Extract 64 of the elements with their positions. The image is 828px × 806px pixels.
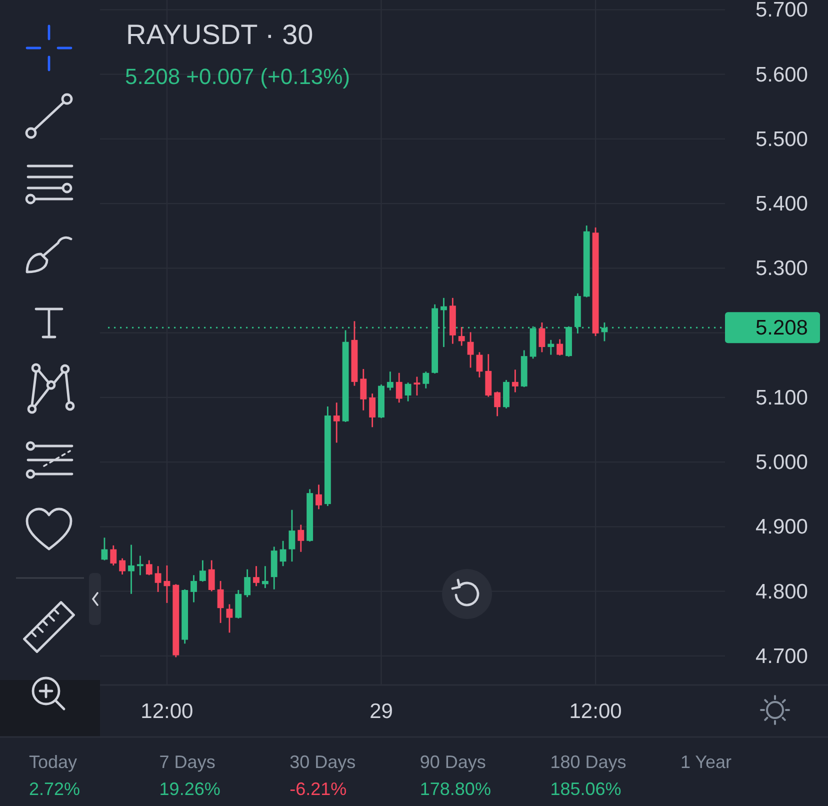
ref-line-label: 5.208: [755, 316, 808, 340]
candlestick: [548, 339, 554, 356]
candlestick: [128, 544, 134, 595]
text: 1 Year: [680, 752, 732, 772]
text: Today: [29, 752, 78, 772]
text: 178.80%: [420, 779, 491, 799]
candlestick: [467, 331, 474, 368]
candlestick: [396, 372, 402, 404]
candlestick: [333, 402, 340, 444]
candlestick: [101, 536, 108, 561]
y-tick-label: 5.600: [755, 62, 808, 86]
candlestick: [208, 560, 215, 592]
y-tick-label: 5.500: [755, 127, 808, 150]
text: 7 Days: [159, 752, 216, 772]
text: 5.208 +0.007 (+0.13%): [125, 64, 350, 89]
x-tick-label: 12:00: [569, 700, 622, 722]
text: 185.06%: [550, 779, 622, 799]
candlestick: [119, 558, 126, 576]
candlestick: [494, 390, 501, 417]
y-tick-label: 5.400: [755, 192, 808, 216]
candlestick: [556, 338, 564, 356]
candlestick: [316, 484, 322, 510]
candlestick: [422, 370, 430, 390]
text: 30 Days: [290, 752, 356, 772]
text: RAYUSDT · 30: [126, 19, 314, 50]
candlestick: [136, 555, 144, 576]
y-tick-label: 4.700: [755, 644, 808, 668]
text: 180 Days: [550, 752, 626, 772]
candlestick: [404, 382, 412, 402]
candlestick: [512, 368, 518, 393]
x-tick-label: 12:00: [140, 700, 194, 722]
candlestick: [164, 564, 170, 604]
candlestick: [360, 368, 367, 412]
y-tick-label: 4.800: [755, 580, 808, 603]
candlestick: [253, 565, 260, 587]
candlestick: [538, 322, 546, 353]
y-tick-label: 5.000: [755, 450, 808, 474]
text: 2.72%: [29, 779, 80, 799]
text: 90 Days: [420, 752, 486, 772]
candlestick: [226, 604, 233, 634]
y-tick-label: 5.300: [755, 256, 808, 280]
candlestick: [386, 370, 394, 392]
candlestick: [369, 392, 376, 428]
candlestick: [146, 560, 152, 576]
y-tick-label: 5.100: [755, 386, 808, 409]
y-tick-label: 5.700: [755, 0, 808, 22]
candlestick: [217, 580, 224, 624]
candlestick: [199, 560, 206, 582]
candlestick: [154, 565, 162, 593]
candlestick: [110, 544, 117, 566]
candlestick: [414, 376, 420, 396]
candlestick: [476, 351, 483, 378]
candlestick: [262, 565, 268, 589]
x-tick-label: 29: [370, 700, 393, 722]
candlestick: [190, 574, 197, 603]
text: -6.21%: [290, 779, 347, 799]
text: 19.26%: [159, 779, 220, 799]
candlestick: [298, 524, 304, 553]
candlestick: [244, 568, 251, 598]
candlestick: [458, 326, 465, 346]
candlestick: [235, 589, 242, 620]
candlestick: [288, 509, 296, 562]
candlestick: [280, 540, 286, 567]
y-tick-label: 4.900: [755, 515, 808, 538]
